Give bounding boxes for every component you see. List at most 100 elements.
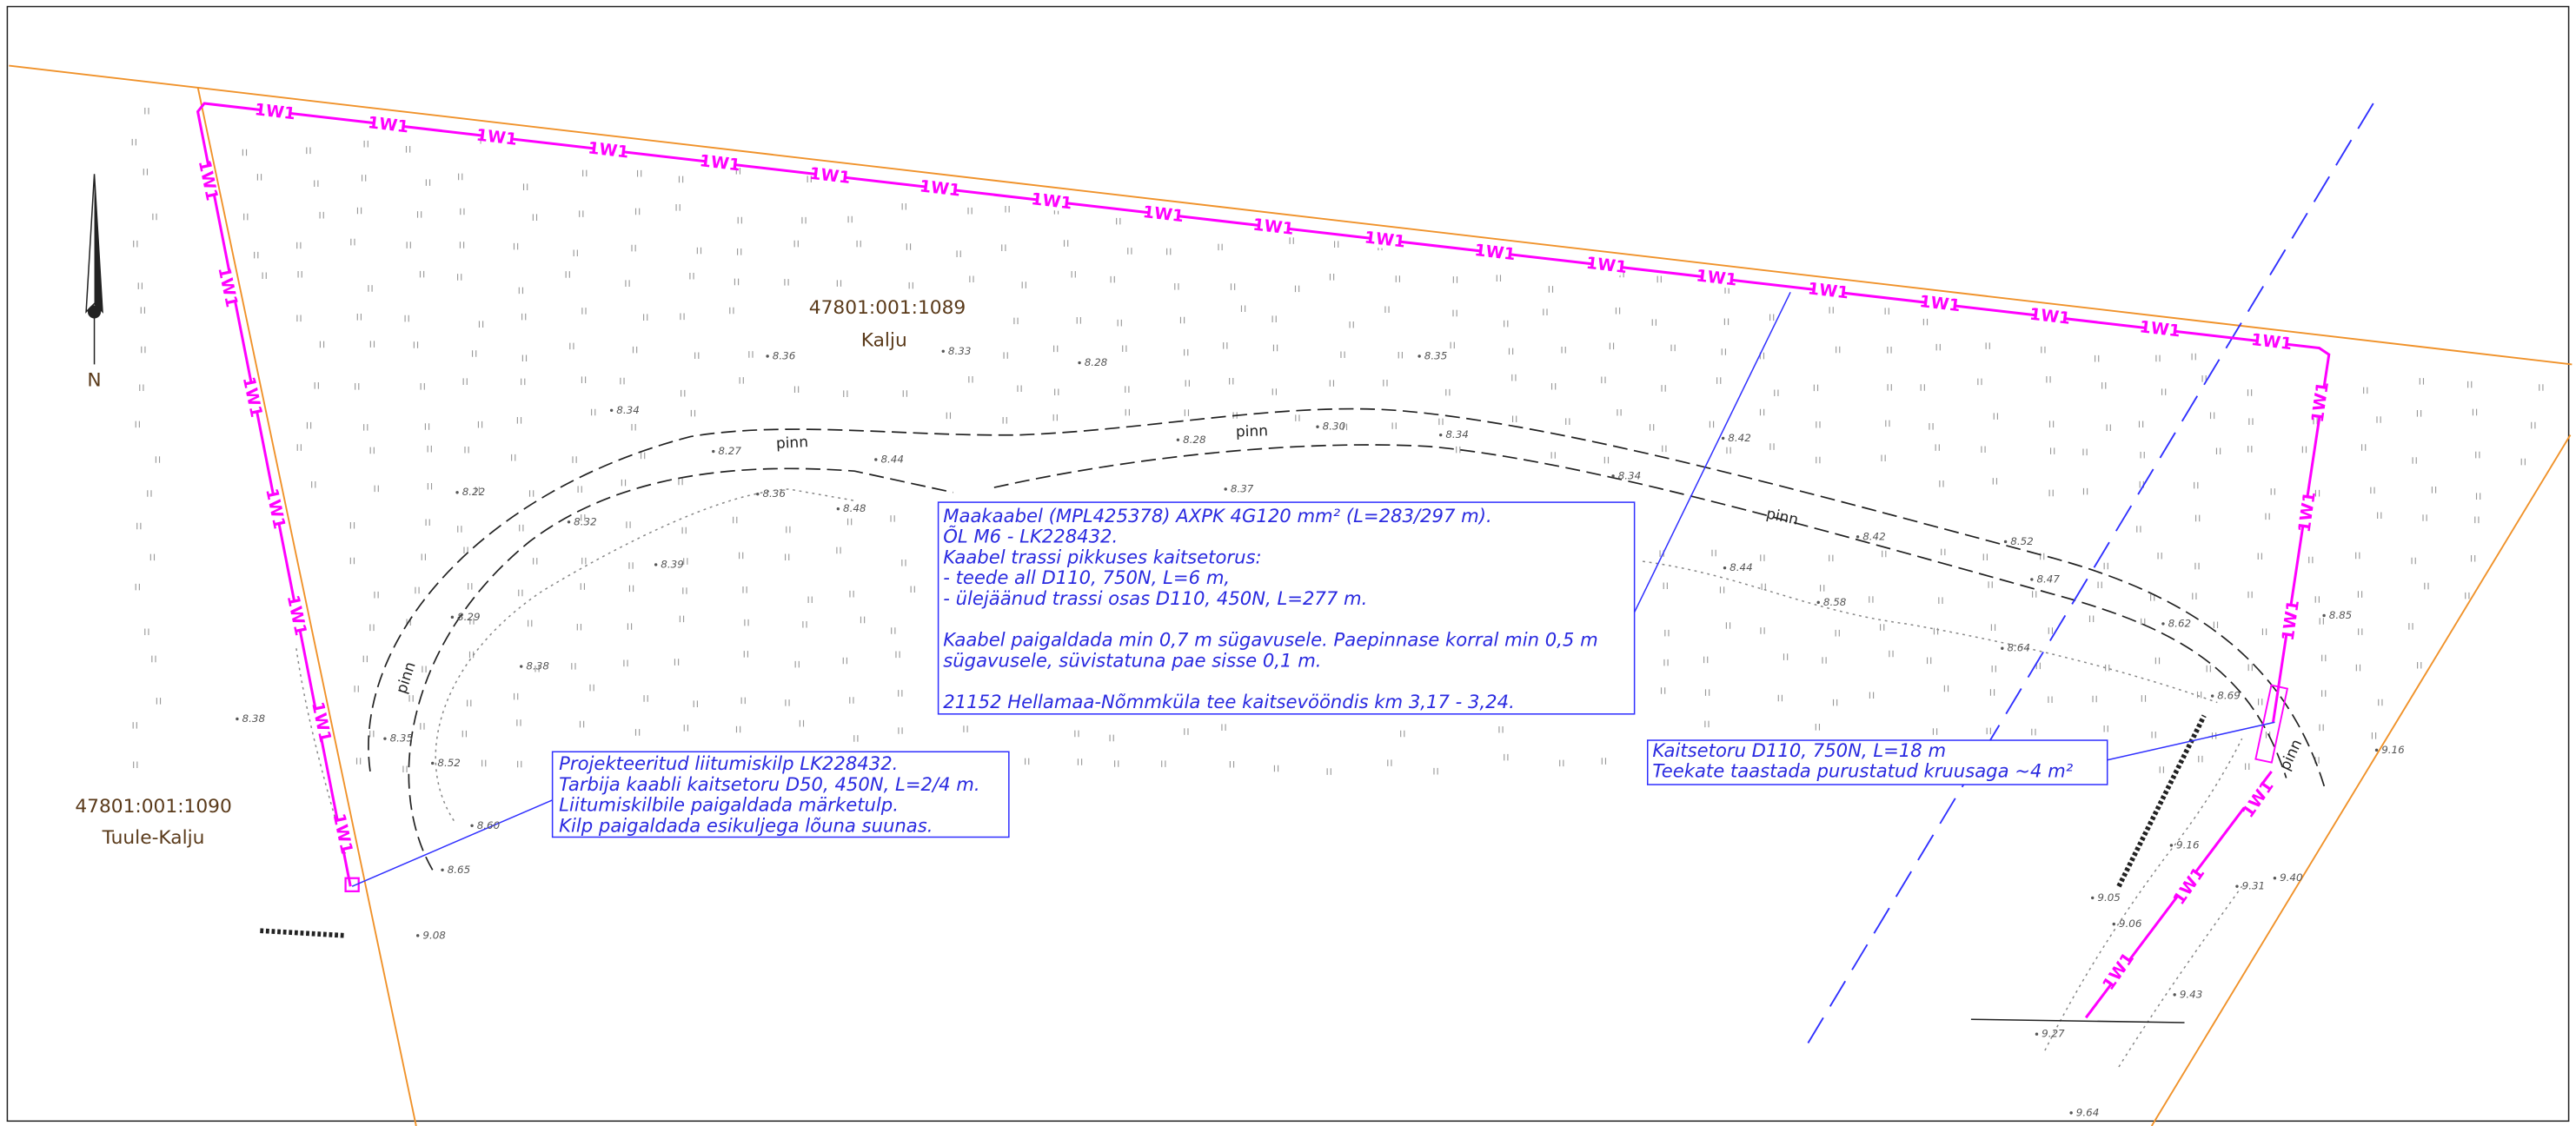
elevation-label: 8.36: [762, 487, 786, 500]
elevation-label: 8.44: [1730, 561, 1752, 573]
elevation-point: [1611, 474, 1614, 477]
elevation-point: [2173, 993, 2175, 996]
elevation-label: 9.16: [2176, 838, 2200, 851]
annotation-line: 21152 Hellamaa-Nõmmküla tee kaitsevööndi…: [943, 691, 1515, 712]
elevation-label: 8.34: [616, 404, 639, 416]
elevation-label: 8.48: [843, 502, 866, 514]
elevation-label: 8.65: [448, 864, 470, 876]
elevation-point: [455, 491, 458, 493]
elevation-point: [431, 762, 434, 765]
parcel-id: 47801:001:1090: [75, 796, 231, 818]
elevation-point: [654, 563, 657, 566]
elevation-point: [2274, 877, 2276, 879]
site-plan: N 47801:001:1089 Kalju 47801:001:1090 Tu…: [0, 0, 2576, 1126]
elevation-point: [2004, 540, 2007, 543]
elevation-point: [2069, 1111, 2072, 1114]
elevation-label: 8.36: [773, 349, 796, 361]
elevation-label: 8.62: [2168, 617, 2191, 629]
elevation-label: 9.05: [2097, 891, 2120, 904]
elevation-point: [1177, 439, 1179, 441]
elevation-label: 8.32: [574, 515, 596, 527]
elevation-label: 8.52: [437, 757, 460, 769]
north-label: N: [87, 369, 101, 391]
annotation-line: - teede all D110, 750N, L=6 m,: [943, 566, 1230, 588]
elevation-point: [2030, 578, 2033, 580]
elevation-point: [2001, 647, 2003, 650]
annotation-line: - ülejäänud trassi osas D110, 450N, L=27…: [943, 587, 1367, 609]
road-label: pinn: [1236, 422, 1269, 440]
annotation-line: Maakaabel (MPL425378) AXPK 4G120 mm² (L=…: [943, 505, 1491, 527]
elevation-label: 8.58: [1823, 596, 1847, 608]
elevation-label: 8.35: [1424, 349, 1447, 361]
elevation-point: [766, 354, 768, 357]
elevation-point: [1856, 535, 1859, 538]
elevation-point: [1817, 601, 1820, 604]
elevation-point: [1316, 425, 1318, 427]
annotation-line: Kaitsetoru D110, 750N, L=18 m: [1652, 739, 1946, 761]
elevation-label: 8.28: [1183, 434, 1206, 446]
elevation-point: [1723, 566, 1726, 569]
elevation-label: 9.43: [2180, 988, 2202, 1000]
elevation-point: [451, 616, 454, 619]
elevation-label: 8.34: [1618, 469, 1641, 481]
elevation-point: [470, 825, 473, 827]
elevation-point: [2170, 844, 2173, 846]
elevation-label: 9.64: [2076, 1106, 2099, 1118]
elevation-label: 8.60: [477, 819, 500, 831]
elevation-point: [416, 934, 419, 937]
elevation-point: [2035, 1033, 2038, 1036]
elevation-point: [568, 520, 570, 523]
elevation-label: 9.27: [2042, 1028, 2065, 1040]
annotation-line: Kilp paigaldada esikuljega lõuna suunas.: [559, 814, 933, 836]
elevation-point: [874, 458, 877, 460]
elevation-point: [2322, 614, 2325, 617]
elevation-point: [520, 665, 522, 667]
annotation-line: Kaabel paigaldada min 0,7 m sügavusele. …: [943, 629, 1597, 651]
elevation-point: [2091, 897, 2094, 899]
elevation-label: 8.69: [2217, 690, 2240, 702]
elevation-label: 9.08: [422, 929, 446, 941]
elevation-label: 8.27: [718, 445, 741, 457]
elevation-label: 8.29: [457, 611, 480, 623]
elevation-point: [2211, 694, 2214, 697]
page: {"parcels": [{"id": "47801:001:1089", "n…: [0, 0, 2576, 1126]
elevation-label: 9.16: [2381, 744, 2405, 756]
elevation-point: [1722, 437, 1724, 440]
elevation-point: [610, 409, 613, 412]
elevation-point: [2235, 884, 2238, 887]
annotation-line: sügavusele, süvistatuna pae sisse 0,1 m.: [943, 649, 1321, 671]
elevation-point: [1417, 354, 1420, 357]
elevation-point: [2113, 923, 2115, 925]
elevation-point: [1439, 434, 1442, 436]
elevation-point: [236, 718, 238, 720]
elevation-label: 8.30: [1323, 421, 1345, 433]
elevation-point: [756, 493, 759, 495]
elevation-label: 9.31: [2242, 880, 2265, 892]
annotation-line: Projekteeritud liitumiskilp LK228432.: [559, 752, 898, 774]
road-label: pinn: [775, 434, 808, 453]
elevation-point: [837, 507, 840, 510]
elevation-point: [2375, 749, 2378, 752]
elevation-label: 8.52: [2010, 535, 2033, 547]
elevation-label: 9.40: [2280, 871, 2302, 884]
elevation-label: 9.06: [2119, 917, 2142, 930]
elevation-label: 8.38: [526, 660, 549, 672]
parcel-id: 47801:001:1089: [809, 297, 966, 319]
elevation-label: 8.47: [2036, 573, 2060, 585]
elevation-point: [441, 869, 443, 871]
parcel-name: Kalju: [861, 330, 907, 352]
elevation-point: [712, 450, 714, 453]
elevation-label: 8.33: [948, 345, 971, 357]
parcel-name: Tuule-Kalju: [102, 827, 205, 849]
elevation-point: [383, 737, 386, 739]
elevation-label: 8.35: [390, 732, 413, 745]
annotation-line: Tarbija kaabli kaitsetoru D50, 450N, L=2…: [559, 773, 979, 795]
annotation-line: Teekate taastada purustatud kruusaga ~4 …: [1652, 760, 2073, 782]
elevation-label: 8.37: [1231, 482, 1254, 494]
elevation-label: 8.42: [1728, 432, 1750, 444]
annotation-line: Kaabel trassi pikkuses kaitsetorus:: [943, 546, 1261, 567]
elevation-label: 8.38: [242, 712, 266, 725]
elevation-label: 8.22: [462, 486, 485, 498]
elevation-label: 8.39: [661, 558, 683, 570]
elevation-label: 8.28: [1085, 356, 1108, 368]
